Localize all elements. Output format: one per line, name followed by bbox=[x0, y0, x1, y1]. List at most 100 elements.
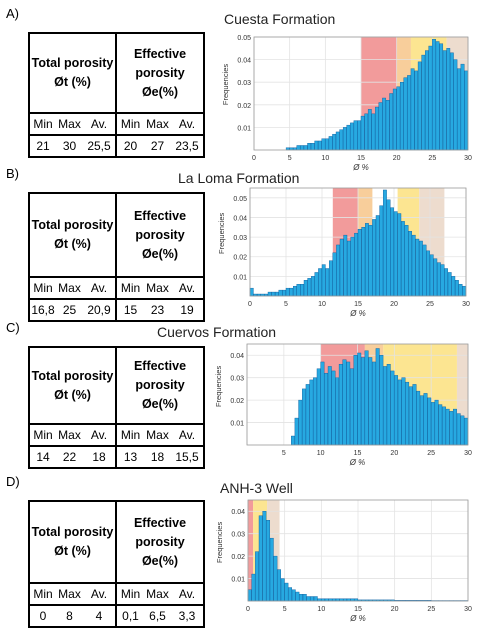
histogram-bar bbox=[436, 262, 441, 297]
total-porosity-title: Total porosity bbox=[31, 525, 114, 539]
histogram-bar bbox=[417, 61, 422, 151]
total-porosity-header: Total porosity Øt (%) bbox=[29, 501, 116, 583]
avg-header: Av. bbox=[83, 423, 116, 446]
histogram-bar bbox=[438, 404, 443, 446]
porosity-histogram: 0.01 0.02 0.03 0.04 5 10 15 20 25 30 Ø % Frequencie… bbox=[214, 343, 472, 467]
effective-min-value: 0,1 bbox=[115, 604, 144, 627]
avg-header: Av. bbox=[171, 112, 204, 135]
effective-avg-value: 3,3 bbox=[171, 604, 204, 627]
histogram-bar bbox=[328, 136, 333, 151]
histogram-bar bbox=[302, 388, 306, 446]
histogram-bar bbox=[434, 399, 439, 446]
figure-panel: C) Cuervos Formation Total porosity Øt (… bbox=[0, 316, 478, 474]
histogram-bar bbox=[318, 268, 323, 297]
histogram-bar bbox=[291, 435, 295, 446]
porosity-table: Total porosity Øt (%) Effective porosity… bbox=[28, 346, 205, 469]
histogram-bar bbox=[328, 260, 333, 297]
x-tick-label: 0 bbox=[246, 606, 250, 613]
histogram-bar bbox=[317, 140, 322, 151]
histogram-bar bbox=[407, 75, 411, 151]
porosity-table: Total porosity Øt (%) Effective porosity… bbox=[28, 500, 205, 628]
histogram-bar bbox=[393, 211, 398, 297]
total-avg-value: 20,9 bbox=[83, 298, 116, 321]
histogram-bar bbox=[331, 370, 336, 446]
histogram-bar bbox=[247, 589, 252, 602]
panel-letter: A) bbox=[6, 6, 19, 21]
min-header: Min bbox=[29, 112, 56, 135]
histogram-bar bbox=[386, 199, 391, 297]
histogram-bar bbox=[325, 268, 330, 297]
max-header: Max bbox=[144, 582, 171, 605]
x-tick-label: 10 bbox=[317, 606, 325, 613]
avg-header: Av. bbox=[171, 582, 204, 605]
histogram-bar bbox=[288, 587, 292, 602]
histogram-bar bbox=[426, 250, 430, 297]
plot-area: 0.01 0.02 0.03 0.04 0.05 0 5 10 15 20 25 30 Ø % Frequ… bbox=[217, 187, 470, 318]
avg-header: Av. bbox=[83, 276, 116, 299]
effective-min-value: 15 bbox=[115, 298, 144, 321]
histogram-bar bbox=[442, 50, 447, 151]
histogram-bar bbox=[364, 113, 369, 151]
effective-porosity-header: Effective porosity Øe(%) bbox=[115, 193, 204, 277]
histogram-bar bbox=[335, 377, 340, 446]
histogram-bar bbox=[445, 408, 450, 446]
histogram-bar bbox=[278, 289, 283, 297]
histogram-bar bbox=[462, 285, 466, 297]
y-tick-label: 0.04 bbox=[230, 353, 244, 360]
histogram-bar bbox=[411, 234, 416, 297]
y-tick-label: 0.02 bbox=[230, 398, 244, 405]
histogram-bar bbox=[313, 596, 318, 602]
histogram-bar bbox=[335, 131, 340, 151]
total-avg-value: 4 bbox=[83, 604, 116, 627]
effective-porosity-symbol: Øe(%) bbox=[141, 246, 179, 261]
histogram-bar bbox=[289, 287, 294, 297]
x-tick-label: 20 bbox=[390, 301, 398, 308]
histogram-bar bbox=[303, 280, 308, 297]
histogram-bar bbox=[357, 120, 362, 151]
y-tick-label: 0.01 bbox=[230, 421, 244, 428]
histogram-bar bbox=[397, 379, 402, 446]
histogram-bar bbox=[405, 381, 410, 446]
effective-porosity-symbol: Øe(%) bbox=[141, 553, 179, 568]
porosity-band-tan bbox=[456, 344, 468, 445]
histogram-bar bbox=[400, 221, 405, 297]
histogram-bar bbox=[390, 207, 394, 297]
effective-porosity-title-2: porosity bbox=[135, 65, 185, 80]
histogram-bar bbox=[375, 215, 380, 297]
x-tick-label: 10 bbox=[321, 155, 329, 162]
histogram-bar bbox=[453, 408, 457, 446]
porosity-table: Total porosity Øt (%) Effective porosity… bbox=[28, 32, 205, 158]
histogram-bar bbox=[444, 268, 448, 297]
y-tick-label: 0.01 bbox=[233, 274, 247, 281]
histogram-bar bbox=[299, 594, 303, 602]
histogram-bar bbox=[397, 213, 402, 297]
x-tick-label: 25 bbox=[428, 155, 436, 162]
histogram-bar bbox=[305, 384, 310, 446]
effective-porosity-title-1: Effective bbox=[133, 208, 187, 223]
x-tick-label: 15 bbox=[357, 155, 365, 162]
histogram-bar bbox=[414, 70, 419, 151]
histogram-bar bbox=[302, 594, 307, 602]
histogram-bar bbox=[357, 229, 362, 297]
histogram-bar bbox=[262, 511, 267, 602]
avg-header: Av. bbox=[171, 423, 204, 446]
histogram-bar bbox=[439, 43, 444, 151]
histogram-bar bbox=[394, 375, 399, 446]
histogram-bar bbox=[460, 63, 465, 151]
effective-porosity-symbol: Øe(%) bbox=[141, 84, 179, 99]
histogram-bar bbox=[392, 88, 397, 151]
histogram-bar bbox=[342, 359, 347, 446]
min-header: Min bbox=[29, 276, 56, 299]
total-min-value: 16,8 bbox=[29, 298, 56, 321]
histogram-bar bbox=[456, 413, 461, 446]
min-header: Min bbox=[29, 582, 56, 605]
effective-max-value: 23 bbox=[144, 298, 171, 321]
histogram-bar bbox=[360, 115, 365, 151]
histogram-bar bbox=[396, 86, 401, 151]
histogram-bar bbox=[291, 589, 296, 602]
histogram-bar bbox=[372, 361, 376, 446]
histogram-bar bbox=[429, 254, 434, 297]
histogram-bar bbox=[389, 93, 394, 151]
effective-porosity-symbol: Øe(%) bbox=[141, 397, 179, 411]
histogram-bar bbox=[401, 377, 406, 446]
